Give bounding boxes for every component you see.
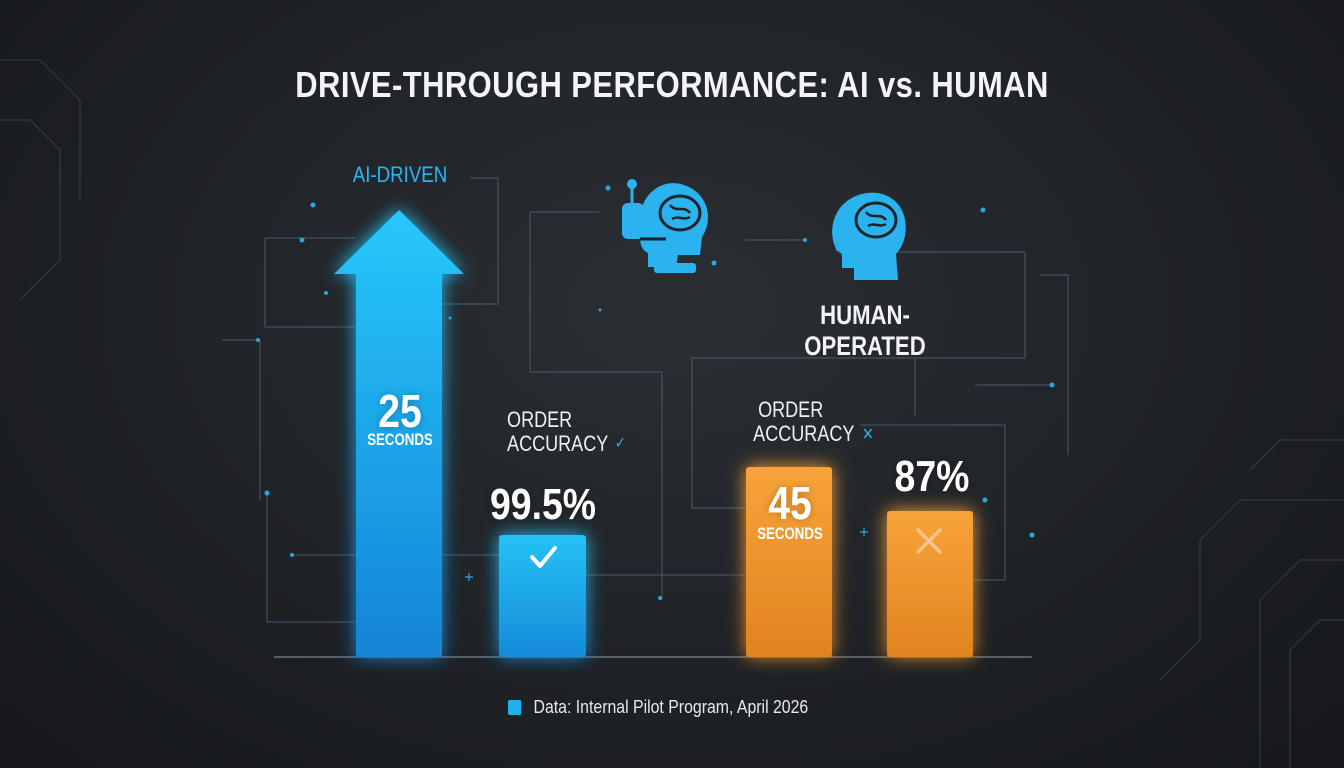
ai-accuracy-label: ORDER ACCURACY ✓ [507, 408, 626, 456]
ai-accuracy-label-line2: ACCURACY [507, 431, 609, 456]
bar-human-time [746, 467, 832, 657]
bar-value-ai-time: 25 [378, 385, 422, 437]
footer-legend: Data: Internal Pilot Program, April 2026 [508, 697, 808, 718]
bar-value-human-accuracy: 87% [894, 452, 970, 501]
cross-icon: × [862, 421, 874, 446]
human-accuracy-label: ORDER ACCURACY × [753, 398, 873, 446]
human-accuracy-label-line1: ORDER [758, 397, 824, 422]
check-icon: ✓ [614, 435, 626, 452]
legend-swatch [508, 700, 522, 715]
bar-value-human-time: 45 [768, 477, 812, 529]
bar-unit-ai-time: SECONDS [367, 430, 433, 449]
series-label-ai: AI-DRIVEN [352, 162, 448, 187]
human-head-brain-icon [832, 192, 906, 280]
human-accuracy-label-line2: ACCURACY [753, 421, 855, 446]
bar-ai-time [334, 210, 464, 657]
chart-title: DRIVE-THROUGH PERFORMANCE: AI vs. HUMAN [295, 64, 1049, 105]
series-label-human: HUMAN-OPERATED [804, 300, 926, 361]
bar-ai-accuracy [499, 535, 586, 657]
footer-source: Data: Internal Pilot Program, April 2026 [533, 697, 809, 717]
bar-human-accuracy [887, 511, 973, 657]
ai-accuracy-label-line1: ORDER [507, 407, 573, 432]
bar-check-icon [530, 546, 557, 568]
bar-value-ai-accuracy: 99.5% [489, 480, 597, 529]
robot-head-brain-icon [622, 179, 708, 273]
bar-cross-icon [916, 528, 942, 554]
bar-unit-human-time: SECONDS [757, 524, 823, 543]
